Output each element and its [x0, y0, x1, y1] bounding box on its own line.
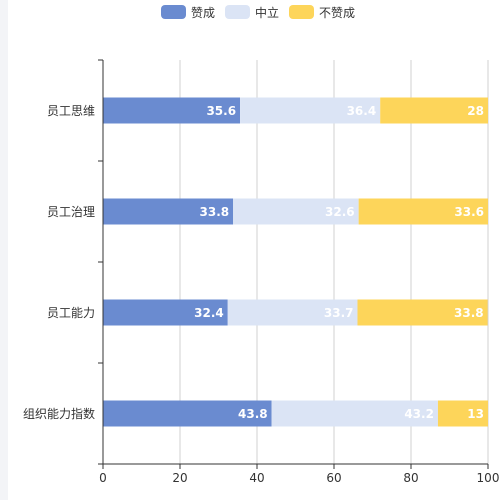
- bar-segment[interactable]: [103, 198, 234, 225]
- bar-segment[interactable]: [103, 97, 241, 124]
- data-label: 33.8: [200, 205, 230, 219]
- x-tick-label: 60: [326, 471, 341, 485]
- bar-segment[interactable]: [437, 400, 488, 427]
- x-tick-label: 0: [99, 471, 107, 485]
- y-tick-label: 员工思维: [47, 104, 95, 118]
- legend-label-approve: 赞成: [191, 5, 216, 20]
- legend-label-neutral: 中立: [255, 5, 280, 20]
- legend: 赞成 中立 不赞成: [0, 2, 500, 22]
- legend-label-disapprove: 不赞成: [319, 5, 356, 20]
- bar-segment[interactable]: [357, 299, 488, 326]
- x-tick-label: 80: [403, 471, 418, 485]
- y-tick-label: 组织能力指数: [23, 406, 95, 421]
- y-tick-label: 员工能力: [47, 306, 95, 320]
- data-label: 32.6: [325, 205, 355, 219]
- bar-segment[interactable]: [227, 299, 358, 326]
- bar-segment[interactable]: [358, 198, 488, 225]
- data-label: 43.8: [238, 407, 268, 421]
- data-label: 28: [467, 104, 484, 118]
- bar-segment[interactable]: [103, 400, 272, 427]
- left-edge-strip: [0, 0, 8, 500]
- x-tick-label: 100: [477, 471, 500, 485]
- data-label: 32.4: [194, 306, 224, 320]
- legend-swatch-approve: [161, 5, 186, 19]
- data-label: 43.2: [404, 407, 434, 421]
- bar-segment[interactable]: [103, 299, 228, 326]
- x-tick-label: 40: [249, 471, 264, 485]
- legend-swatch-neutral: [225, 5, 250, 19]
- legend-item-disapprove[interactable]: 不赞成: [289, 2, 355, 22]
- data-label: 35.6: [206, 104, 236, 118]
- data-label: 33.6: [454, 205, 484, 219]
- legend-item-neutral[interactable]: 中立: [225, 2, 279, 22]
- legend-swatch-disapprove: [289, 5, 314, 19]
- data-label: 13: [467, 407, 484, 421]
- data-label: 33.8: [454, 306, 484, 320]
- bar-segment[interactable]: [240, 97, 381, 124]
- data-label: 33.7: [324, 306, 354, 320]
- bar-segment[interactable]: [380, 97, 488, 124]
- bar-segment[interactable]: [233, 198, 359, 225]
- bar-segment[interactable]: [271, 400, 438, 427]
- data-label: 36.4: [347, 104, 377, 118]
- legend-item-approve[interactable]: 赞成: [161, 2, 215, 22]
- y-tick-label: 员工治理: [47, 205, 95, 219]
- x-tick-label: 20: [172, 471, 187, 485]
